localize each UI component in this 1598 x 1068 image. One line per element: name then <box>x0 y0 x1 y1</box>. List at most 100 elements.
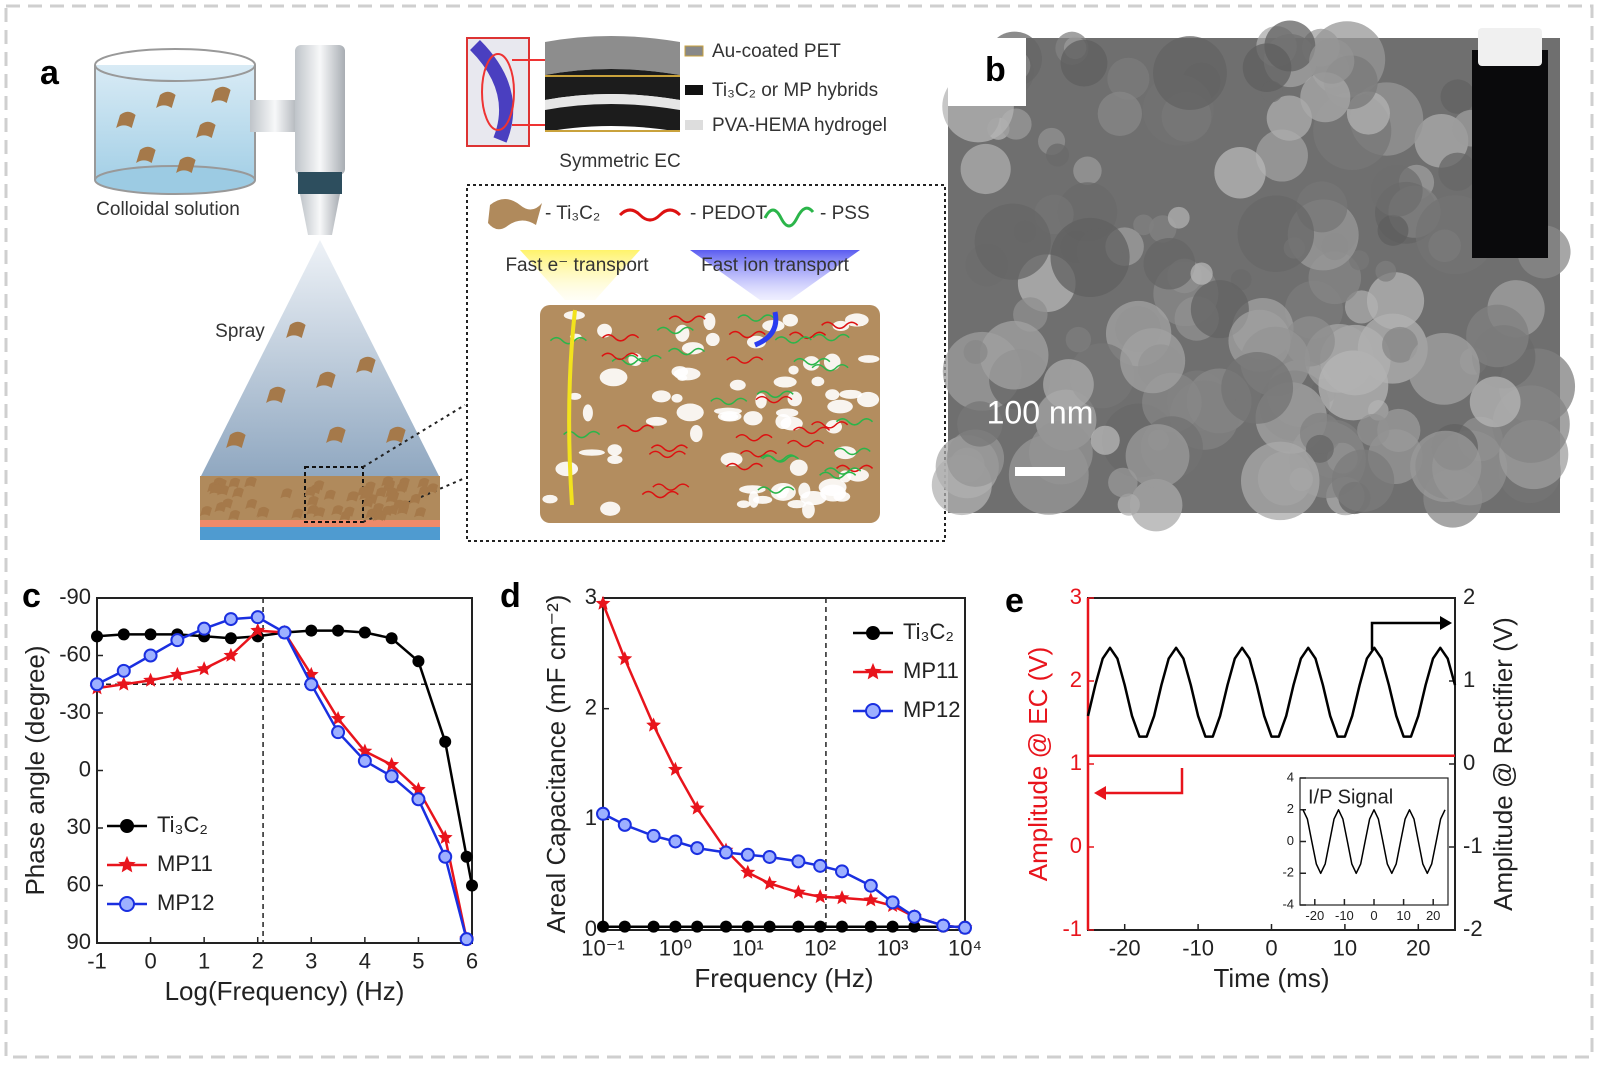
y2-tick-label: 1 <box>1463 667 1475 692</box>
marker <box>595 595 611 610</box>
transport-label: Fast ion transport <box>701 255 850 276</box>
marker <box>763 920 776 933</box>
ion-arrow <box>690 250 860 300</box>
pore <box>645 416 667 426</box>
flake <box>231 487 244 498</box>
marker <box>411 792 426 807</box>
grain <box>1133 214 1154 236</box>
marker <box>357 743 373 758</box>
y-tick-label: 0 <box>1070 833 1082 858</box>
grain <box>1305 434 1334 463</box>
y-tick-label: -2 <box>1282 865 1294 880</box>
pedot-chain <box>668 315 706 323</box>
flake <box>244 476 257 487</box>
pedot-chain <box>787 439 825 448</box>
flake <box>211 86 231 103</box>
marker <box>332 624 345 637</box>
y-tick-label: 2 <box>1070 667 1082 692</box>
marker <box>792 920 805 933</box>
plot-frame <box>602 597 966 931</box>
marker <box>812 889 828 904</box>
marker <box>936 918 951 933</box>
flake <box>361 487 374 498</box>
marker <box>466 879 478 892</box>
pore <box>787 391 802 407</box>
axis-arrow <box>1098 768 1184 795</box>
pss-chain <box>549 336 587 345</box>
layer-label: Au-coated PET <box>712 41 841 62</box>
y-axis-label: Phase angle (degree) <box>20 645 50 895</box>
pss-chain <box>774 336 812 344</box>
pipe <box>250 100 300 132</box>
panel-label: d <box>500 577 521 615</box>
y-tick-label: 30 <box>67 814 91 839</box>
marker <box>305 624 318 637</box>
pedot-chain <box>728 330 766 339</box>
x-axis-label: Log(Frequency) (Hz) <box>165 976 405 1006</box>
legend-marker <box>866 626 880 640</box>
legend-label: MP11 <box>903 658 959 683</box>
pore <box>720 452 743 467</box>
marker <box>412 655 425 668</box>
grain <box>1331 449 1395 512</box>
marker <box>330 711 346 726</box>
legend-label: - PSS <box>820 203 870 224</box>
pedot-chain <box>650 444 688 452</box>
flake <box>326 426 346 443</box>
pedot-chain <box>725 462 763 471</box>
flake <box>316 371 336 388</box>
marker <box>384 757 400 772</box>
grain <box>1190 262 1213 285</box>
x-tick-label: 10⁻¹ <box>581 936 624 961</box>
pore <box>844 313 869 327</box>
pore <box>705 332 720 347</box>
marker <box>791 884 806 899</box>
substrate-layer <box>200 520 440 527</box>
pore <box>800 491 827 506</box>
panel-label: e <box>1005 582 1024 620</box>
marker <box>863 878 878 893</box>
pore <box>780 416 803 431</box>
series-line <box>601 603 966 930</box>
legend-marker <box>119 896 135 912</box>
grain <box>1120 328 1186 394</box>
pedot-chain <box>755 395 793 404</box>
grain <box>979 320 1049 390</box>
pss-chain <box>760 454 798 462</box>
series-line <box>96 629 474 886</box>
x-tick-label: 5 <box>412 949 424 974</box>
grain <box>1153 36 1227 110</box>
pore <box>568 392 582 400</box>
flake <box>266 386 286 403</box>
grain <box>1408 332 1480 405</box>
pore <box>582 404 593 422</box>
flake <box>228 510 241 521</box>
plot-frame <box>1299 777 1449 906</box>
beaker-base <box>94 165 256 195</box>
flake <box>196 121 216 138</box>
marker <box>459 932 474 947</box>
y-tick-label: 2 <box>585 694 597 719</box>
pedot-chain <box>648 450 686 459</box>
marker <box>385 632 398 645</box>
legend-label: MP12 <box>157 890 214 915</box>
marker <box>907 909 922 924</box>
marker <box>617 651 633 666</box>
marker <box>646 717 661 732</box>
grain <box>1143 237 1196 290</box>
y-tick-label: -4 <box>1282 896 1294 911</box>
x-tick-label: 1 <box>198 949 210 974</box>
marker <box>169 666 185 681</box>
grain <box>1050 217 1130 297</box>
marker <box>223 612 238 627</box>
x-tick-label: 10² <box>804 936 836 961</box>
grain <box>1097 91 1143 136</box>
grain <box>1377 408 1421 453</box>
marker <box>668 834 683 849</box>
transport-label: Fast e⁻ transport <box>505 255 649 276</box>
flake <box>396 481 409 492</box>
flake <box>381 505 394 516</box>
arrow-head <box>1094 786 1106 800</box>
x-tick-label: -10 <box>1335 908 1354 923</box>
